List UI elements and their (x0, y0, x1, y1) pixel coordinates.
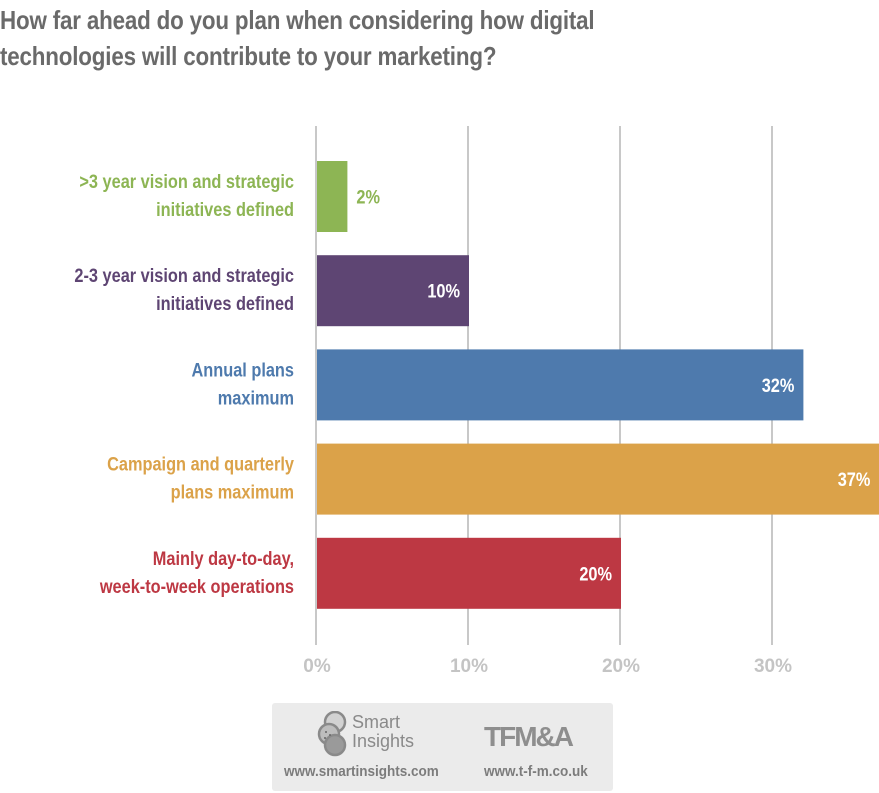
value-label: 20% (579, 563, 612, 584)
bars (317, 161, 879, 609)
footer-logos: Smart Insights TFM&A www.smartinsights.c… (272, 703, 613, 791)
bar-chart: >3 year vision and strategic initiatives … (74, 126, 879, 677)
chart-title-line-2: technologies will contribute to your mar… (0, 41, 497, 71)
x-tick-label: 0% (303, 656, 331, 677)
x-tick-label: 30% (754, 656, 792, 677)
smart-insights-logo-line1: Smart (352, 712, 401, 732)
chart-title: How far ahead do you plan when consideri… (0, 2, 756, 74)
category-label: plans maximum (171, 481, 294, 502)
x-axis-tick-labels: 0% 10% 20% 30% (303, 656, 792, 677)
value-labels: 2% 10% 32% 37% 20% (356, 186, 870, 584)
category-label: Mainly day-to-day, (153, 548, 294, 569)
value-label: 2% (356, 186, 380, 207)
tfma-url[interactable]: www.t-f-m.co.uk (484, 763, 588, 780)
category-label: initiatives defined (156, 199, 294, 220)
category-label: week-to-week operations (99, 576, 294, 597)
category-label: Campaign and quarterly (107, 453, 294, 474)
value-label: 37% (838, 469, 871, 490)
x-tick-label: 10% (450, 656, 488, 677)
bar (317, 255, 469, 327)
category-labels: >3 year vision and strategic initiatives … (74, 171, 294, 597)
tfma-logo: TFM&A (484, 721, 574, 752)
x-tick-label: 20% (602, 656, 640, 677)
smart-insights-logo-text: Smart Insights (352, 713, 414, 751)
bar (317, 161, 348, 232)
smart-insights-logo-line2: Insights (352, 731, 415, 751)
value-label: 10% (427, 281, 460, 302)
smart-insights-logo: Smart Insights (316, 711, 426, 757)
category-label: initiatives defined (156, 293, 294, 314)
category-label: >3 year vision and strategic (79, 171, 294, 192)
bar (317, 537, 621, 609)
category-label: 2-3 year vision and strategic (74, 265, 294, 286)
category-label: Annual plans (192, 359, 295, 380)
category-label: maximum (218, 387, 294, 408)
value-label: 32% (762, 375, 795, 396)
smart-insights-url[interactable]: www.smartinsights.com (284, 763, 439, 780)
chart-title-line-1: How far ahead do you plan when consideri… (0, 5, 595, 35)
bar (317, 349, 804, 421)
bar (317, 443, 879, 515)
smart-insights-logo-icon (317, 711, 347, 757)
